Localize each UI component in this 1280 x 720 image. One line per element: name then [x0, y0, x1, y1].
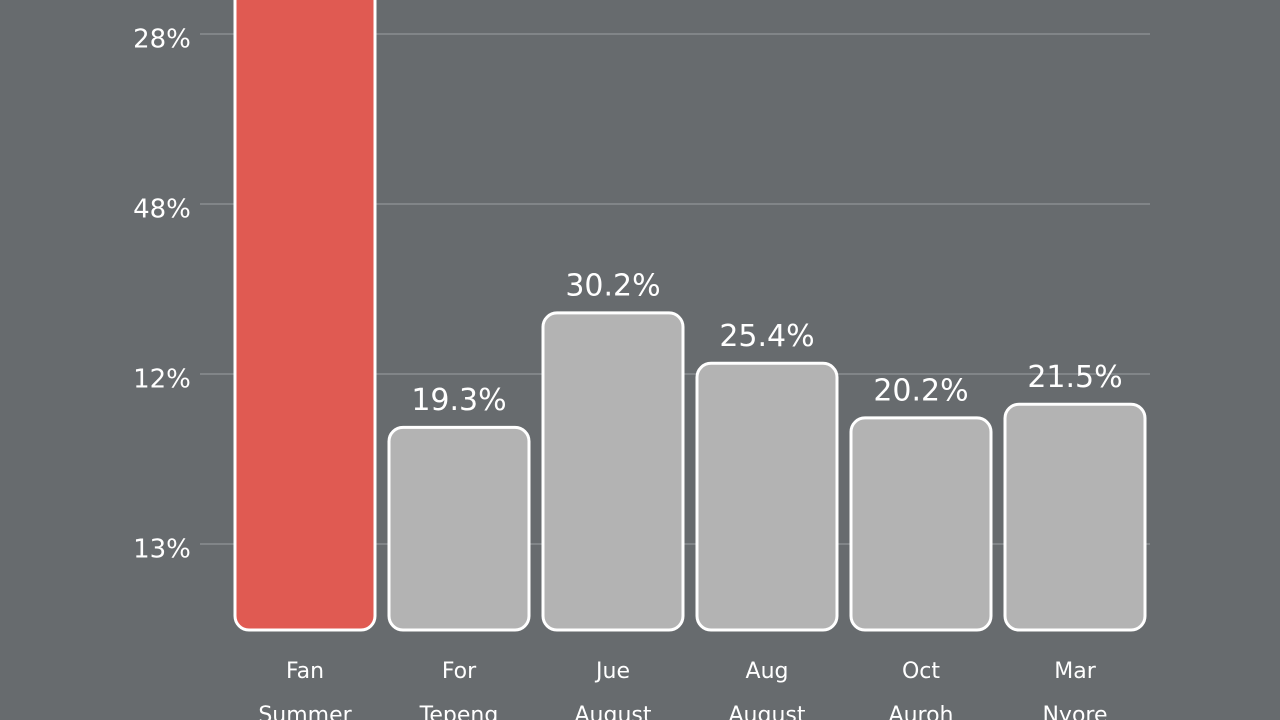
y-axis-label: 48% [133, 195, 191, 225]
value-label: 21.5% [1027, 360, 1122, 395]
y-axis-label: 28% [133, 25, 191, 55]
value-label: 19.3% [411, 383, 506, 418]
bar [849, 416, 993, 632]
x-tick-label: Jue [594, 659, 630, 684]
x-tick-sublabel: August [729, 703, 806, 720]
x-tick-sublabel: August [575, 703, 652, 720]
value-label: 25.4% [719, 319, 814, 354]
x-tick-label: Fan [286, 659, 324, 684]
x-tick-sublabel: Nyore [1042, 703, 1107, 720]
x-tick-label: For [442, 659, 477, 684]
x-tick-sublabel: Auroh [889, 703, 954, 720]
bar [695, 361, 839, 632]
bar [387, 425, 531, 632]
value-label: 20.2% [873, 373, 968, 408]
bar [233, 0, 377, 632]
x-tick-label: Mar [1054, 659, 1096, 684]
x-tick-sublabel: Summer [258, 703, 352, 720]
x-tick-label: Aug [746, 659, 789, 684]
bar [541, 311, 685, 632]
value-label: 30.2% [565, 268, 660, 303]
y-axis-label: 12% [133, 365, 191, 395]
y-axis-label: 13% [133, 535, 191, 565]
x-tick-label: Oct [902, 659, 940, 684]
bar [1003, 402, 1147, 632]
x-tick-sublabel: Tepeng [419, 703, 499, 720]
